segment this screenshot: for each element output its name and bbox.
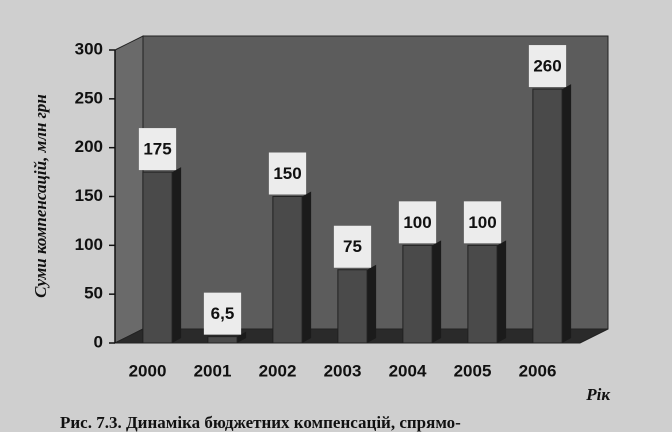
value-label: 100 — [468, 213, 496, 232]
value-label-box — [268, 152, 307, 195]
bar — [142, 171, 173, 344]
bar — [207, 336, 238, 344]
value-label: 260 — [533, 57, 561, 76]
x-tick-label: 2006 — [519, 361, 557, 380]
value-label: 175 — [143, 140, 171, 159]
x-tick-label: 2000 — [129, 361, 167, 380]
bar — [532, 88, 563, 344]
value-label-box — [138, 128, 177, 171]
y-tick-label: 150 — [75, 186, 103, 205]
bar-side — [237, 331, 247, 343]
y-tick-label: 250 — [75, 88, 103, 107]
bar-side — [497, 240, 507, 343]
bar — [337, 269, 368, 344]
y-tick-label: 50 — [84, 284, 103, 303]
bar-side — [432, 240, 442, 343]
value-label-box — [398, 201, 437, 244]
x-tick-label: 2003 — [324, 361, 362, 380]
value-label: 75 — [343, 237, 362, 256]
x-axis-label: Рік — [585, 385, 610, 404]
y-tick-label: 0 — [94, 332, 103, 351]
y-tick-label: 100 — [75, 235, 103, 254]
x-tick-label: 2001 — [194, 361, 232, 380]
bar-side — [367, 264, 377, 343]
value-label-box — [528, 45, 567, 88]
y-tick-label: 300 — [75, 39, 103, 58]
value-label: 6,5 — [211, 304, 235, 323]
caption: Рис. 7.3. Динаміка бюджетних компенсацій… — [60, 413, 461, 432]
y-tick-label: 200 — [75, 137, 103, 156]
x-tick-label: 2005 — [454, 361, 492, 380]
bar-side — [302, 191, 312, 343]
y-axis-label: Суми компенсацій, млн грн — [31, 94, 50, 298]
bar — [402, 244, 433, 344]
x-tick-label: 2004 — [389, 361, 427, 380]
value-label-box — [463, 201, 502, 244]
bar — [272, 196, 303, 344]
value-label-box — [203, 292, 242, 335]
value-label: 150 — [273, 164, 301, 183]
bar-side — [562, 84, 572, 344]
value-label: 100 — [403, 213, 431, 232]
value-label-box — [333, 225, 372, 268]
bar-side — [172, 167, 182, 343]
bar — [467, 244, 498, 344]
x-tick-label: 2002 — [259, 361, 297, 380]
side-wall — [114, 35, 144, 344]
